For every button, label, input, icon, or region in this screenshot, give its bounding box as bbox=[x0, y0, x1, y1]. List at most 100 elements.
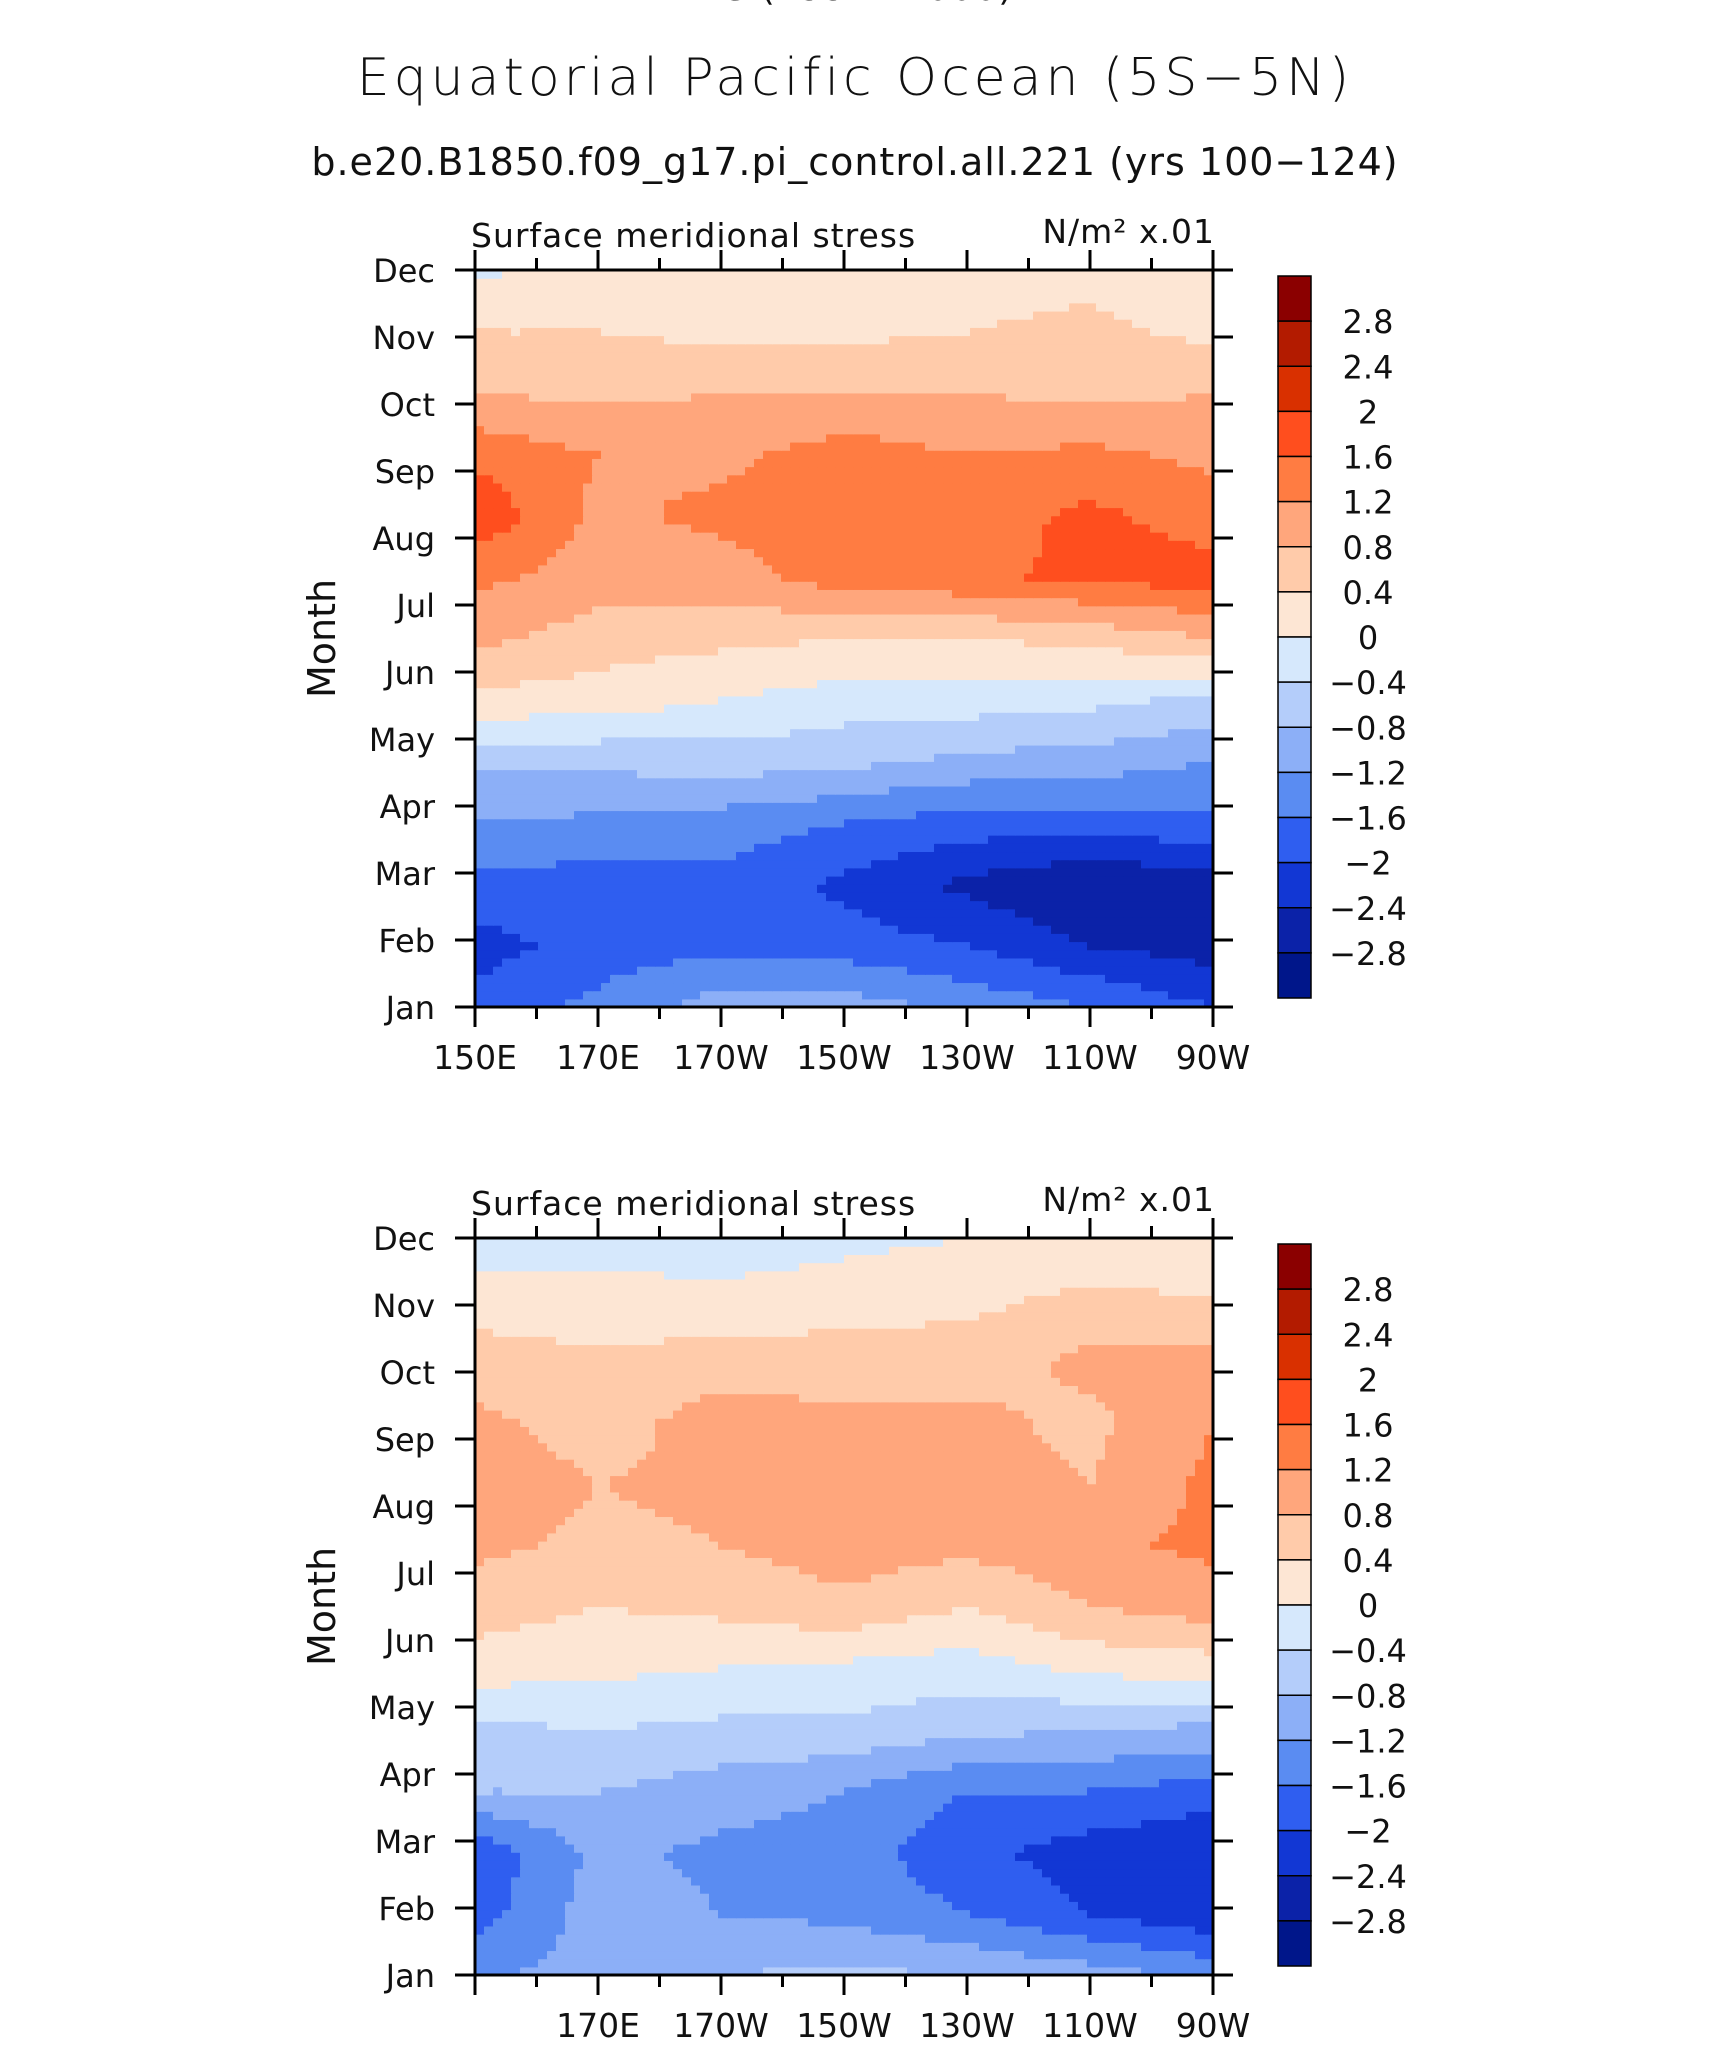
contour-cell bbox=[1051, 753, 1061, 762]
contour-cell bbox=[1105, 572, 1115, 582]
contour-cell bbox=[1051, 507, 1061, 517]
contour-cell bbox=[781, 974, 791, 984]
contour-cell bbox=[502, 949, 512, 959]
contour-cell bbox=[988, 613, 998, 623]
contour-cell bbox=[763, 720, 773, 730]
contour-cell bbox=[916, 769, 926, 779]
contour-cell bbox=[1033, 638, 1043, 648]
contour-cell bbox=[565, 540, 575, 550]
contour-cell bbox=[700, 818, 710, 828]
contour-cell bbox=[1132, 564, 1142, 574]
contour-cell bbox=[934, 785, 944, 795]
contour-cell bbox=[1141, 777, 1151, 787]
contour-cell bbox=[1105, 851, 1115, 861]
contour-cell bbox=[826, 925, 836, 934]
contour-cell bbox=[916, 564, 926, 574]
contour-cell bbox=[1123, 613, 1133, 623]
contour-cell bbox=[1168, 974, 1178, 984]
contour-cell bbox=[556, 794, 566, 803]
contour-cell bbox=[1015, 769, 1025, 779]
contour-cell bbox=[853, 843, 863, 853]
contour-cell bbox=[601, 589, 611, 599]
contour-cell bbox=[556, 769, 566, 779]
contour-cell bbox=[997, 630, 1007, 640]
contour-cell bbox=[610, 687, 620, 697]
contour-cell bbox=[880, 695, 890, 705]
contour-cell bbox=[808, 949, 818, 959]
contour-cell bbox=[1060, 900, 1070, 910]
contour-cell bbox=[556, 548, 566, 558]
contour-cell bbox=[1168, 990, 1178, 1000]
contour-cell bbox=[907, 736, 917, 746]
contour-cell bbox=[664, 753, 674, 762]
contour-cell bbox=[808, 663, 818, 672]
contour-cell bbox=[1204, 687, 1214, 697]
contour-cell bbox=[979, 744, 989, 754]
contour-cell bbox=[1006, 564, 1016, 574]
contour-cell bbox=[547, 597, 557, 607]
contour-cell bbox=[808, 785, 818, 795]
contour-cell bbox=[970, 671, 980, 681]
contour-cell bbox=[520, 687, 530, 697]
contour-cell bbox=[1060, 794, 1070, 803]
contour-cell bbox=[511, 818, 521, 828]
contour-cell bbox=[592, 605, 602, 615]
contour-cell bbox=[610, 507, 620, 517]
contour-cell bbox=[493, 998, 503, 1008]
contour-cell bbox=[1024, 916, 1034, 926]
contour-cell bbox=[871, 794, 881, 803]
contour-cell bbox=[718, 966, 728, 975]
contour-cell bbox=[1096, 802, 1106, 812]
contour-cell bbox=[898, 654, 908, 664]
figure-subtitle: b.e20.B1850.f09_g17.pi_control.all.221 (… bbox=[311, 140, 1399, 184]
contour-cell bbox=[502, 843, 512, 853]
contour-cell bbox=[799, 597, 809, 607]
contour-cell bbox=[1051, 859, 1061, 869]
contour-cell bbox=[871, 785, 881, 795]
contour-cell bbox=[673, 589, 683, 599]
contour-cell bbox=[808, 916, 818, 926]
contour-cell bbox=[1114, 802, 1124, 812]
contour-cell bbox=[790, 859, 800, 869]
contour-cell bbox=[718, 794, 728, 803]
contour-cell bbox=[556, 589, 566, 599]
contour-cell bbox=[736, 523, 746, 533]
contour-cell bbox=[1078, 835, 1088, 844]
contour-cell bbox=[898, 908, 908, 918]
contour-cell bbox=[502, 646, 512, 656]
contour-cell bbox=[943, 712, 953, 721]
contour-cell bbox=[853, 663, 863, 672]
contour-cell bbox=[520, 867, 530, 877]
contour-cell bbox=[889, 761, 899, 771]
contour-cell bbox=[1033, 810, 1043, 820]
contour-cell bbox=[736, 867, 746, 877]
contour-cell bbox=[1186, 818, 1196, 828]
contour-cell bbox=[1195, 540, 1205, 550]
contour-cell bbox=[502, 556, 512, 566]
contour-cell bbox=[583, 540, 593, 550]
contour-cell bbox=[574, 605, 584, 615]
contour-cell bbox=[862, 818, 872, 828]
contour-cell bbox=[592, 826, 602, 836]
contour-cell bbox=[556, 744, 566, 754]
contour-cell bbox=[1051, 810, 1061, 820]
contour-cell bbox=[817, 613, 827, 623]
contour-cell bbox=[601, 564, 611, 574]
contour-cell bbox=[718, 654, 728, 664]
contour-cell bbox=[664, 990, 674, 1000]
contour-cell bbox=[754, 630, 764, 640]
contour-cell bbox=[979, 597, 989, 607]
contour-cell bbox=[700, 769, 710, 779]
contour-cell bbox=[988, 744, 998, 754]
contour-cell bbox=[826, 957, 836, 967]
contour-cell bbox=[1204, 548, 1214, 558]
contour-cell bbox=[754, 572, 764, 582]
contour-cell bbox=[511, 982, 521, 992]
contour-cell bbox=[745, 982, 755, 992]
contour-cell bbox=[1204, 916, 1214, 926]
contour-cell bbox=[1105, 704, 1115, 713]
contour-cell bbox=[1042, 523, 1052, 533]
contour-cell bbox=[781, 736, 791, 746]
contour-cell bbox=[943, 654, 953, 664]
contour-cell bbox=[511, 597, 521, 607]
